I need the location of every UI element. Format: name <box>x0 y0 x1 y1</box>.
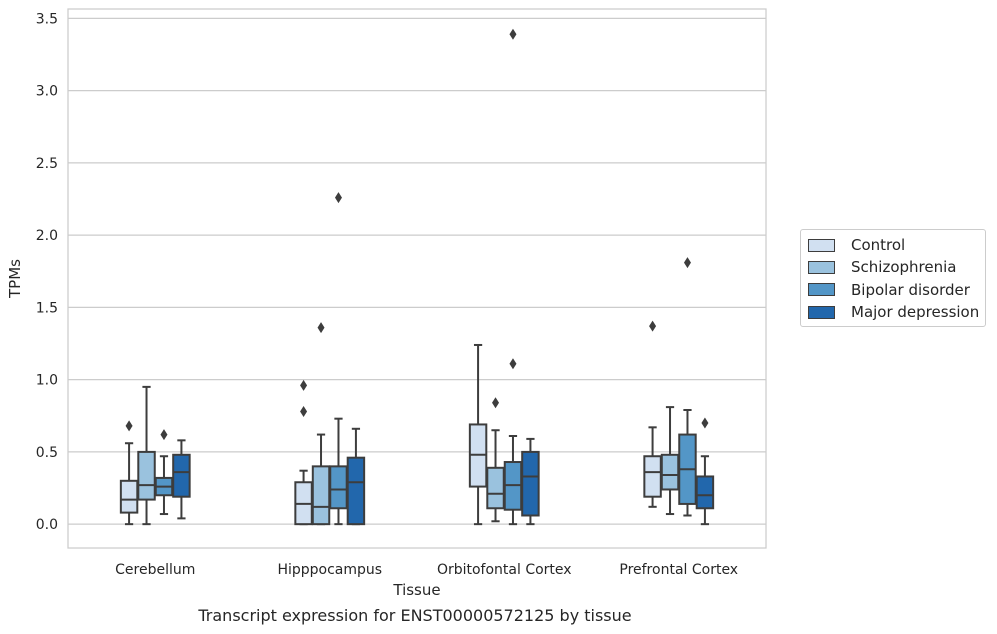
grid-lines <box>68 17 766 525</box>
plot-frame <box>67 8 767 549</box>
legend-label: Control <box>851 236 906 254</box>
outlier-point <box>300 405 308 417</box>
legend: Control Schizophrenia Bipolar disorder Majo… <box>800 229 986 327</box>
legend-label: Schizophrenia <box>851 258 957 277</box>
box-iqr <box>137 450 156 501</box>
box-iqr <box>486 466 505 510</box>
box-iqr <box>521 450 540 517</box>
outlier-point <box>683 257 691 269</box>
x-axis-label: Tissue <box>392 581 440 599</box>
y-tick-label: 0.0 <box>36 517 58 533</box>
box-iqr <box>695 475 715 510</box>
legend-item: Major depression <box>808 302 979 322</box>
y-tick-labels: 0.0 0.5 1.0 1.5 2.0 2.5 3.0 3.5 <box>36 11 58 533</box>
outlier-point <box>701 417 709 429</box>
outlier-point <box>649 320 657 332</box>
legend-swatch <box>808 283 835 297</box>
x-tick-label: Cerebellum <box>115 562 195 578</box>
box-iqr <box>660 453 680 491</box>
chart-caption: Transcript expression for ENST0000057212… <box>198 606 632 625</box>
outlier-point <box>509 28 517 40</box>
y-tick-label: 2.5 <box>36 156 58 172</box>
y-axis-label: TPMs <box>6 259 24 299</box>
box-major-depression <box>346 427 366 526</box>
outlier-point <box>317 322 325 334</box>
y-tick-label: 1.5 <box>36 300 58 316</box>
legend-item: Schizophrenia <box>808 257 956 277</box>
box-iqr <box>119 479 139 514</box>
x-tick-labels: Cerebellum Hipppocampus Orbitofontal Corte… <box>115 562 738 578</box>
box-schizophrenia <box>311 322 331 526</box>
box-iqr <box>643 455 662 498</box>
box-major-depression <box>172 439 191 520</box>
y-tick-label: 2.0 <box>36 228 58 244</box>
box-iqr <box>172 453 191 498</box>
box-bipolar-disorder <box>329 192 348 526</box>
box-iqr <box>329 465 348 510</box>
box-bipolar-disorder <box>154 429 174 516</box>
legend-swatch <box>808 238 835 252</box>
outlier-point <box>334 192 342 204</box>
box-schizophrenia <box>137 385 156 526</box>
box-major-depression <box>695 417 715 526</box>
legend-item: Bipolar disorder <box>808 280 970 300</box>
box-bipolar-disorder <box>678 257 697 517</box>
box-iqr <box>311 465 331 526</box>
x-tick-label: Hipppocampus <box>277 562 382 578</box>
legend-swatch <box>808 305 835 319</box>
box-control <box>119 420 139 526</box>
x-tick-label: Orbitofontal Cortex <box>437 562 572 578</box>
legend-label: Major depression <box>851 303 980 322</box>
box-control <box>643 320 662 508</box>
box-control <box>468 343 488 526</box>
box-iqr <box>346 456 366 526</box>
box-schizophrenia <box>486 397 505 523</box>
y-tick-label: 3.5 <box>36 11 58 27</box>
y-tick-label: 3.0 <box>36 84 58 100</box>
outlier-point <box>160 429 168 441</box>
outlier-point <box>492 397 500 409</box>
y-tick-label: 0.5 <box>36 445 58 461</box>
plot-boxes <box>119 28 715 526</box>
box-bipolar-disorder <box>503 28 523 526</box>
y-tick-label: 1.0 <box>36 373 58 389</box>
outlier-point <box>300 379 308 391</box>
legend-item: Control <box>808 235 905 255</box>
legend-label: Bipolar disorder <box>851 280 970 299</box>
x-tick-label: Prefrontal Cortex <box>619 562 738 578</box>
outlier-point <box>509 358 517 370</box>
outlier-point <box>125 420 133 432</box>
box-schizophrenia <box>660 406 680 516</box>
legend-swatch <box>808 260 835 274</box>
box-major-depression <box>521 437 540 526</box>
